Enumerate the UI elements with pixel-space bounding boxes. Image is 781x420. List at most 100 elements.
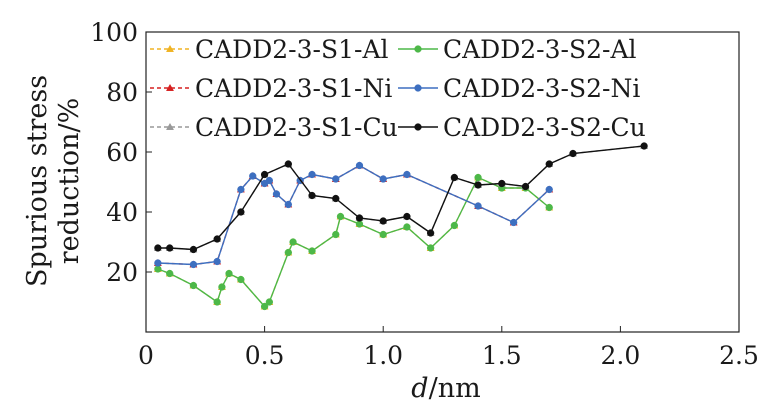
data-point	[189, 281, 198, 290]
series-line	[157, 145, 645, 251]
y-axis-label-line1: Spurious stress	[22, 75, 53, 287]
y-tick-label: 20	[106, 258, 138, 287]
data-point	[403, 170, 411, 179]
series-CADD2-3-S2-Ni	[154, 161, 553, 269]
legend-label: CADD2-3-S1-Al	[195, 35, 389, 64]
legend-item: CADD2-3-S1-Ni	[150, 74, 392, 103]
data-point	[166, 269, 174, 278]
data-point	[474, 173, 482, 182]
data-point	[260, 302, 269, 311]
legend-marker	[414, 123, 422, 131]
y-tick-label: 60	[106, 138, 138, 167]
data-point	[225, 269, 233, 278]
data-point	[450, 173, 459, 182]
legend-item: CADD2-3-S1-Al	[150, 35, 389, 64]
data-point	[166, 244, 174, 252]
data-point	[189, 260, 198, 269]
data-point	[545, 185, 553, 194]
y-tick-label: 80	[106, 78, 138, 107]
x-axis-label: d/nm	[411, 373, 480, 404]
data-point	[521, 182, 530, 191]
data-point	[426, 244, 435, 252]
legend-item: CADD2-3-S2-Cu	[398, 113, 646, 142]
data-point	[355, 214, 364, 222]
data-point	[154, 244, 162, 252]
legend-label: CADD2-3-S1-Cu	[195, 113, 398, 142]
legend-marker	[414, 84, 422, 92]
data-point	[640, 142, 648, 150]
data-point	[213, 257, 221, 266]
data-point	[474, 181, 482, 189]
data-point	[426, 229, 435, 237]
data-point	[284, 248, 292, 257]
data-point	[379, 175, 387, 183]
data-point	[284, 200, 292, 209]
x-tick-label: 0	[138, 341, 154, 370]
legend-item: CADD2-3-S1-Cu	[150, 113, 398, 142]
x-tick-label: 0.5	[245, 341, 285, 370]
x-tick-label: 2.5	[719, 341, 759, 370]
series-CADD2-3-S2-Al	[154, 173, 553, 311]
legend-marker	[414, 45, 422, 53]
axes-layer: 0 0.5 1.0 1.5 2.0 2.5 20 40 60 80 100	[90, 18, 759, 370]
data-point	[265, 176, 273, 185]
data-point	[510, 218, 518, 227]
plot-border	[145, 31, 740, 333]
series-layer	[153, 141, 649, 311]
legend-marker	[165, 122, 175, 130]
data-point	[249, 172, 257, 180]
data-point	[237, 275, 245, 284]
legend-item: CADD2-3-S2-Ni	[398, 74, 640, 103]
data-point	[213, 235, 221, 243]
data-point	[332, 194, 340, 203]
data-point	[189, 245, 198, 254]
x-axis-label-var: d	[411, 373, 428, 404]
data-point	[450, 221, 459, 230]
legend-marker	[165, 83, 175, 91]
data-point	[237, 208, 245, 216]
data-point	[289, 238, 297, 246]
series-CADD2-3-S1-Ni	[153, 161, 554, 268]
plot-frame	[145, 31, 740, 333]
legend: CADD2-3-S1-Al CADD2-3-S2-Al CADD2-3-S1-Ni C…	[150, 35, 646, 142]
data-point	[569, 149, 577, 158]
data-point	[213, 298, 221, 306]
data-point	[474, 202, 482, 210]
data-point	[284, 160, 292, 168]
data-point	[403, 223, 411, 231]
data-point	[272, 190, 281, 198]
series-line	[157, 145, 645, 251]
legend-marker	[165, 44, 175, 52]
data-point	[332, 230, 340, 239]
data-point	[545, 160, 553, 168]
x-tick-label: 2.0	[601, 341, 641, 370]
y-tick-label: 40	[106, 198, 138, 227]
legend-label: CADD2-3-S2-Cu	[443, 113, 646, 142]
y-tick-label: 100	[90, 18, 138, 47]
data-point	[332, 175, 340, 183]
data-point	[498, 179, 506, 188]
x-axis-label-unit: /nm	[429, 373, 481, 404]
series-line	[157, 164, 550, 266]
data-point	[308, 191, 316, 200]
data-point	[355, 161, 364, 170]
data-point	[154, 259, 162, 267]
series-CADD2-3-S1-Cu	[153, 141, 649, 253]
data-point	[237, 185, 245, 194]
series-CADD2-3-S2-Cu	[154, 142, 648, 254]
x-tick-label: 1.5	[482, 341, 522, 370]
data-point	[379, 230, 387, 239]
legend-label: CADD2-3-S1-Ni	[195, 74, 392, 103]
data-point	[218, 283, 226, 291]
legend-label: CADD2-3-S2-Ni	[443, 74, 640, 103]
data-point	[336, 212, 345, 221]
data-point	[545, 203, 553, 212]
x-tick-label: 1.0	[363, 341, 403, 370]
y-axis-label-line2: reduction/%	[54, 98, 85, 265]
legend-item: CADD2-3-S2-Al	[398, 35, 637, 64]
legend-label: CADD2-3-S2-Al	[443, 35, 637, 64]
data-point	[260, 170, 269, 179]
series-line	[157, 164, 550, 266]
data-point	[403, 212, 411, 221]
